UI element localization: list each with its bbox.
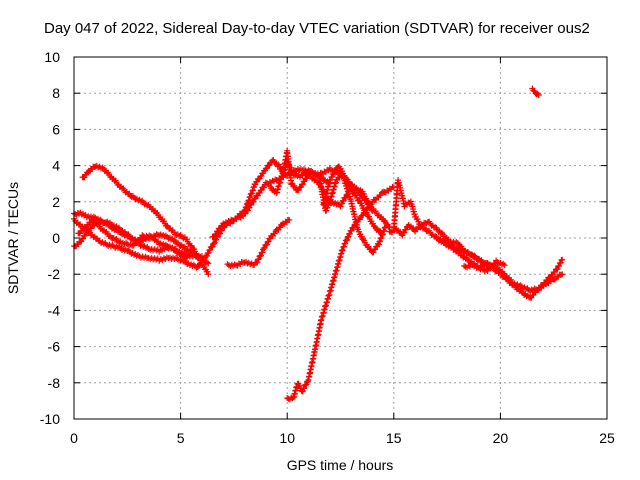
- data-point: [182, 254, 189, 261]
- y-tick-label: 4: [52, 158, 60, 174]
- data-point: [142, 244, 149, 251]
- series-track-k: [316, 172, 389, 256]
- data-point: [342, 240, 349, 247]
- data-point: [303, 381, 310, 388]
- data-point: [250, 198, 257, 205]
- y-tick-labels: 10 8 6 4 2 0 -2 -4 -6 -8 -10: [40, 49, 60, 427]
- data-point: [556, 262, 563, 269]
- data-point: [340, 243, 347, 250]
- data-point: [261, 244, 268, 251]
- grid: [74, 57, 607, 419]
- data-point: [128, 193, 135, 200]
- data-point: [205, 260, 212, 267]
- y-tick-label: -4: [48, 302, 61, 318]
- data-point: [163, 222, 170, 229]
- data-point: [105, 220, 112, 227]
- data-point: [344, 236, 351, 243]
- data-point: [559, 256, 566, 263]
- x-tick-label: 5: [177, 430, 185, 446]
- x-tick-label: 0: [70, 430, 78, 446]
- x-tick-labels: 0 5 10 15 20 25: [70, 430, 615, 446]
- data-point: [263, 241, 270, 248]
- series-track-h: [224, 216, 293, 270]
- data-point: [109, 242, 116, 249]
- data-point: [261, 184, 268, 191]
- data-point: [369, 207, 376, 214]
- y-tick-label: 8: [52, 85, 60, 101]
- data-point: [382, 224, 389, 231]
- series-track-n: [386, 218, 483, 264]
- data-point: [557, 271, 564, 278]
- data-points: [71, 85, 566, 403]
- data-point: [183, 254, 190, 261]
- x-tick-label: 15: [386, 430, 402, 446]
- data-point: [534, 90, 541, 97]
- series-track-i: [267, 147, 376, 214]
- data-point: [355, 197, 362, 204]
- y-axis-label: SDTVAR / TECUs: [5, 182, 21, 294]
- data-point: [205, 271, 212, 278]
- data-point: [255, 256, 262, 263]
- data-point: [286, 216, 293, 223]
- data-point: [559, 271, 566, 278]
- series-track-j: [284, 183, 397, 403]
- data-point: [551, 276, 558, 283]
- data-point: [210, 240, 217, 247]
- x-axis-label: GPS time / hours: [287, 457, 394, 473]
- y-tick-label: -2: [48, 266, 61, 282]
- series-track-l: [320, 163, 385, 236]
- y-tick-label: 2: [52, 194, 60, 210]
- series-track-p: [461, 259, 566, 301]
- data-point: [501, 262, 508, 269]
- data-point: [124, 248, 131, 255]
- y-tick-label: -10: [40, 411, 60, 427]
- plot-frame: [73, 56, 608, 420]
- data-point: [254, 259, 261, 266]
- data-point: [346, 230, 353, 237]
- data-point: [554, 265, 561, 272]
- data-point: [500, 260, 507, 267]
- data-point: [299, 388, 306, 395]
- data-point: [257, 252, 264, 259]
- x-tick-label: 20: [493, 430, 509, 446]
- data-point: [378, 229, 385, 236]
- data-point: [323, 207, 330, 214]
- data-point: [339, 246, 346, 253]
- data-point: [301, 384, 308, 391]
- y-tick-label: 0: [52, 230, 60, 246]
- data-point: [303, 175, 310, 182]
- series-track-d: [75, 216, 190, 261]
- y-tick-label: 10: [44, 49, 60, 65]
- data-point: [259, 249, 266, 256]
- y-tick-label: -8: [48, 375, 61, 391]
- y-tick-label: 6: [52, 121, 60, 137]
- data-point: [557, 259, 564, 266]
- y-tick-label: -6: [48, 339, 61, 355]
- x-tick-label: 25: [599, 430, 615, 446]
- x-tick-label: 10: [279, 430, 295, 446]
- data-point: [324, 204, 331, 211]
- series-track-c: [71, 215, 201, 271]
- series-track-e: [79, 162, 212, 278]
- data-point: [265, 238, 272, 245]
- data-point: [348, 227, 355, 234]
- series-track-q: [529, 85, 542, 99]
- data-point: [180, 258, 187, 265]
- data-point: [112, 236, 119, 243]
- chart-title: Day 047 of 2022, Sidereal Day-to-day VTE…: [44, 20, 590, 37]
- data-point: [535, 92, 542, 99]
- data-point: [204, 259, 211, 266]
